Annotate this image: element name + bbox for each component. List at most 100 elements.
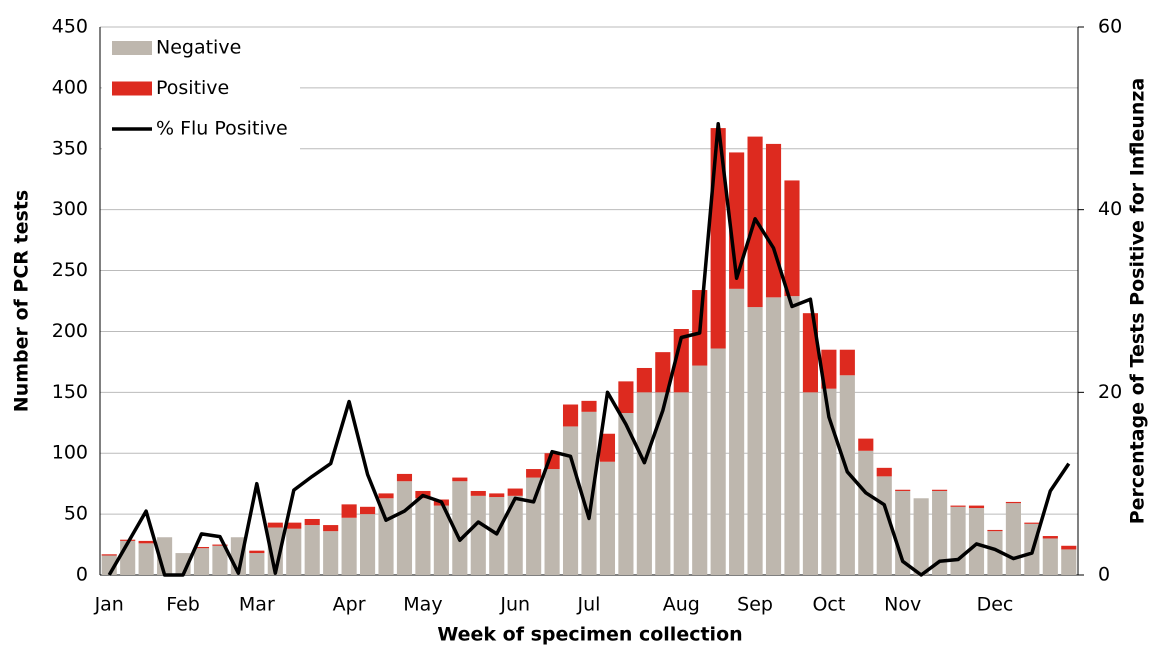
y-tick-label: 450 (52, 16, 88, 38)
bar (249, 553, 265, 575)
bar (858, 438, 874, 451)
bar (858, 450, 874, 575)
bar (138, 543, 154, 575)
bar (360, 506, 376, 515)
bar (286, 522, 302, 529)
x-tick-label: Jan (94, 594, 124, 616)
bar (1005, 501, 1021, 504)
bar (470, 490, 486, 496)
bar (101, 554, 117, 556)
y2-axis-title: Percentage of Tests Positive for Infleun… (1127, 78, 1149, 525)
bar (1061, 549, 1077, 575)
bar (932, 490, 948, 575)
x-tick-label: May (403, 594, 442, 616)
bar (489, 497, 505, 575)
bar (562, 404, 579, 427)
bar (526, 469, 542, 478)
bar (950, 506, 966, 575)
bar (212, 544, 228, 546)
bar (655, 352, 671, 393)
bar (1042, 538, 1058, 575)
bar (802, 392, 818, 575)
bar (692, 365, 708, 575)
bar (304, 525, 320, 575)
bar (507, 495, 523, 575)
bar (987, 529, 1003, 532)
bar (618, 381, 634, 414)
bar (765, 143, 782, 298)
x-tick-label: Jun (499, 594, 530, 616)
bar (452, 477, 468, 482)
y-tick-label: 100 (52, 442, 88, 464)
bar (1042, 536, 1058, 539)
bar (193, 548, 210, 575)
legend-label: Positive (156, 77, 229, 99)
bar (507, 488, 523, 496)
x-tick-label: Mar (239, 594, 275, 616)
bar (304, 518, 320, 526)
bar (765, 297, 782, 575)
bar (378, 493, 394, 499)
bar (341, 517, 357, 575)
bar (599, 461, 616, 575)
bar (341, 504, 357, 518)
x-tick-label: Oct (812, 594, 845, 616)
bar (618, 413, 634, 575)
bar (895, 489, 911, 491)
bar (323, 525, 339, 532)
x-tick-label: Nov (884, 594, 921, 616)
y-axis-title: Number of PCR tests (11, 190, 33, 412)
bar (1005, 503, 1021, 575)
bar (415, 498, 431, 575)
legend-label: % Flu Positive (156, 118, 288, 140)
x-axis-title: Week of specimen collection (437, 624, 742, 646)
y2-tick-label: 0 (1098, 564, 1110, 586)
legend-swatch (112, 41, 152, 55)
bar (821, 388, 837, 575)
bar (581, 400, 597, 412)
bar (193, 546, 210, 549)
bar (932, 489, 948, 491)
x-tick-label: Aug (663, 594, 700, 616)
bar (839, 375, 855, 575)
bar (396, 481, 413, 575)
bar (876, 467, 892, 477)
bar (968, 508, 985, 575)
bar (913, 498, 929, 575)
bar (286, 528, 302, 575)
bar (747, 307, 763, 575)
y-tick-label: 150 (52, 381, 88, 403)
legend-label: Negative (156, 37, 241, 59)
bar (784, 180, 800, 297)
y-tick-label: 300 (52, 198, 88, 220)
y2-tick-label: 40 (1098, 198, 1122, 220)
bar (673, 392, 689, 575)
y2-tick-label: 60 (1098, 16, 1122, 38)
bar (987, 531, 1003, 575)
bar (470, 495, 486, 575)
bar (1024, 522, 1040, 524)
bar (839, 349, 855, 376)
bar (323, 531, 339, 575)
x-tick-label: Apr (333, 594, 366, 616)
bar (636, 392, 652, 575)
bar (729, 288, 745, 575)
y-tick-label: 350 (52, 137, 88, 159)
bar (360, 514, 376, 575)
bar (489, 493, 505, 498)
bar (1061, 545, 1077, 550)
bar (655, 392, 671, 575)
bar (968, 505, 985, 509)
y-tick-label: 200 (52, 320, 88, 342)
bar (581, 411, 597, 575)
bar (821, 349, 837, 389)
bar (710, 348, 726, 575)
bar (433, 505, 449, 575)
legend-swatch (112, 81, 152, 96)
bar (452, 481, 468, 575)
x-tick-label: Jul (577, 594, 601, 616)
bar (562, 426, 579, 575)
x-tick-label: Dec (977, 594, 1014, 616)
x-tick-label: Sep (737, 594, 773, 616)
